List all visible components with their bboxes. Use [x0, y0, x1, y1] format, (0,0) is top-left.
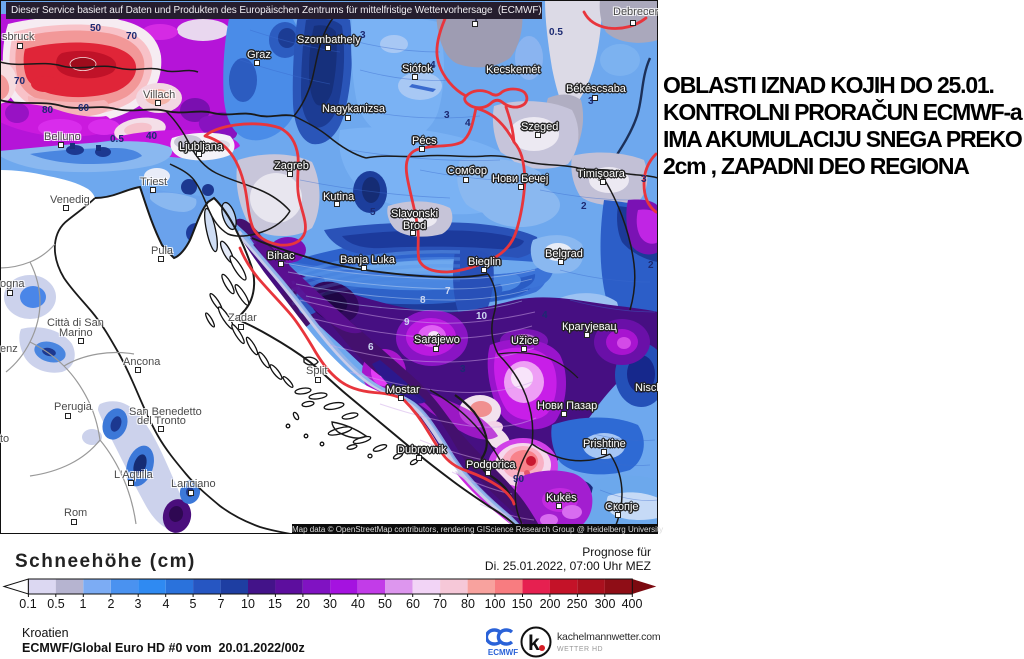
svg-text:ECMWF: ECMWF	[488, 648, 518, 657]
svg-text:k: k	[528, 632, 540, 655]
